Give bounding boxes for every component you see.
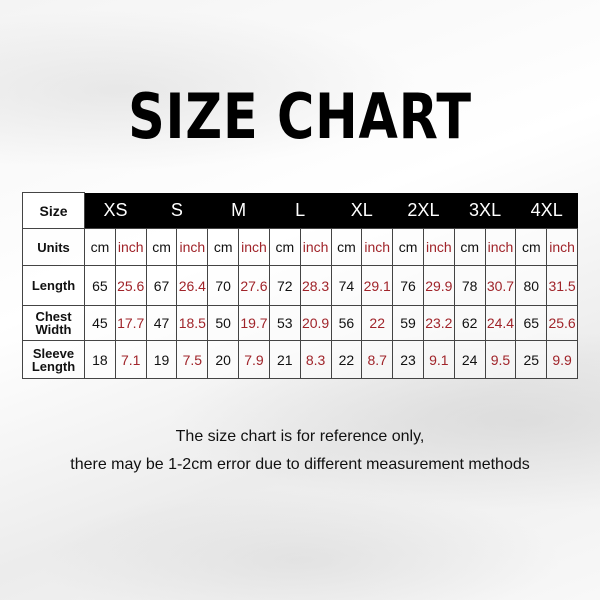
cm-value: 62 (453, 305, 486, 341)
size-header-s: S (146, 192, 208, 229)
inch-value: 8.7 (361, 340, 394, 379)
inch-value: 25.6 (546, 305, 578, 341)
inch-value: 23.2 (422, 305, 455, 341)
unit-cm: cm (453, 228, 486, 266)
inch-value: 24.4 (484, 305, 517, 341)
unit-inch: inch (176, 228, 209, 266)
inch-value: 31.5 (546, 265, 578, 306)
cm-value: 59 (392, 305, 424, 341)
cm-value: 19 (145, 340, 178, 379)
inch-value: 8.3 (299, 340, 332, 379)
inch-value: 19.7 (238, 305, 270, 341)
cm-value: 78 (453, 265, 486, 306)
unit-inch: inch (114, 228, 147, 266)
inch-value: 18.5 (176, 305, 209, 341)
size-header-4xl: 4XL (515, 192, 578, 229)
size-header-xl: XL (331, 192, 393, 229)
cm-value: 70 (207, 265, 240, 306)
inch-value: 27.6 (238, 265, 270, 306)
cm-value: 21 (268, 340, 301, 379)
inch-value: 29.1 (361, 265, 394, 306)
unit-cm: cm (392, 228, 424, 266)
table-row: Length 65 25.6 67 26.4 70 27.6 72 28.3 74 29.1 76 29… (22, 265, 578, 306)
cm-value: 47 (145, 305, 178, 341)
unit-inch: inch (299, 228, 332, 266)
cm-value: 76 (392, 265, 424, 306)
unit-cm: cm (515, 228, 548, 266)
cm-value: 25 (515, 340, 548, 379)
inch-value: 30.7 (484, 265, 517, 306)
table-row: Chest Width 45 17.7 47 18.5 50 19.7 53 20.9 56 22 5… (22, 305, 578, 341)
units-label: Units (22, 228, 85, 266)
row-label: Length (22, 265, 85, 306)
inch-value: 9.5 (484, 340, 517, 379)
cm-value: 18 (84, 340, 116, 379)
inch-value: 28.3 (299, 265, 332, 306)
cm-value: 72 (268, 265, 301, 306)
cm-value: 65 (515, 305, 548, 341)
inch-value: 7.1 (114, 340, 147, 379)
cm-value: 80 (515, 265, 548, 306)
inch-value: 9.9 (546, 340, 578, 379)
unit-cm: cm (330, 228, 363, 266)
page-title: SIZE CHART (128, 80, 472, 153)
cm-value: 56 (330, 305, 363, 341)
cm-value: 20 (207, 340, 240, 379)
row-label: Sleeve Length (22, 340, 85, 379)
unit-inch: inch (238, 228, 270, 266)
inch-value: 7.9 (238, 340, 270, 379)
size-header-3xl: 3XL (454, 192, 516, 229)
unit-inch: inch (484, 228, 517, 266)
inch-value: 9.1 (422, 340, 455, 379)
cm-value: 67 (145, 265, 178, 306)
size-chart-table: Size XS S M L XL 2XL 3XL 4XL Units cm inch cm inch… (22, 192, 578, 379)
inch-value: 26.4 (176, 265, 209, 306)
unit-inch: inch (361, 228, 394, 266)
unit-cm: cm (268, 228, 301, 266)
cm-value: 23 (392, 340, 424, 379)
inch-value: 22 (361, 305, 394, 341)
cm-value: 50 (207, 305, 240, 341)
inch-value: 17.7 (114, 305, 147, 341)
size-header-m: M (207, 192, 270, 229)
row-label: Chest Width (22, 305, 85, 341)
cm-value: 65 (84, 265, 116, 306)
inch-value: 20.9 (299, 305, 332, 341)
cm-value: 53 (268, 305, 301, 341)
cm-value: 24 (453, 340, 486, 379)
unit-cm: cm (145, 228, 178, 266)
unit-cm: cm (84, 228, 116, 266)
size-header-l: L (269, 192, 331, 229)
size-header: Size (22, 192, 85, 229)
size-header-xs: XS (84, 192, 147, 229)
inch-value: 7.5 (176, 340, 209, 379)
cm-value: 22 (330, 340, 363, 379)
size-header-2xl: 2XL (392, 192, 455, 229)
inch-value: 25.6 (114, 265, 147, 306)
unit-inch: inch (546, 228, 578, 266)
note-line-2: there may be 1-2cm error due to differen… (70, 456, 530, 473)
cm-value: 74 (330, 265, 363, 306)
note-line-1: The size chart is for reference only, (175, 428, 425, 445)
cm-value: 45 (84, 305, 116, 341)
inch-value: 29.9 (422, 265, 455, 306)
unit-inch: inch (422, 228, 455, 266)
table-row: Sleeve Length 18 7.1 19 7.5 20 7.9 21 8.3 22 8.7 23… (22, 340, 578, 379)
unit-cm: cm (207, 228, 240, 266)
